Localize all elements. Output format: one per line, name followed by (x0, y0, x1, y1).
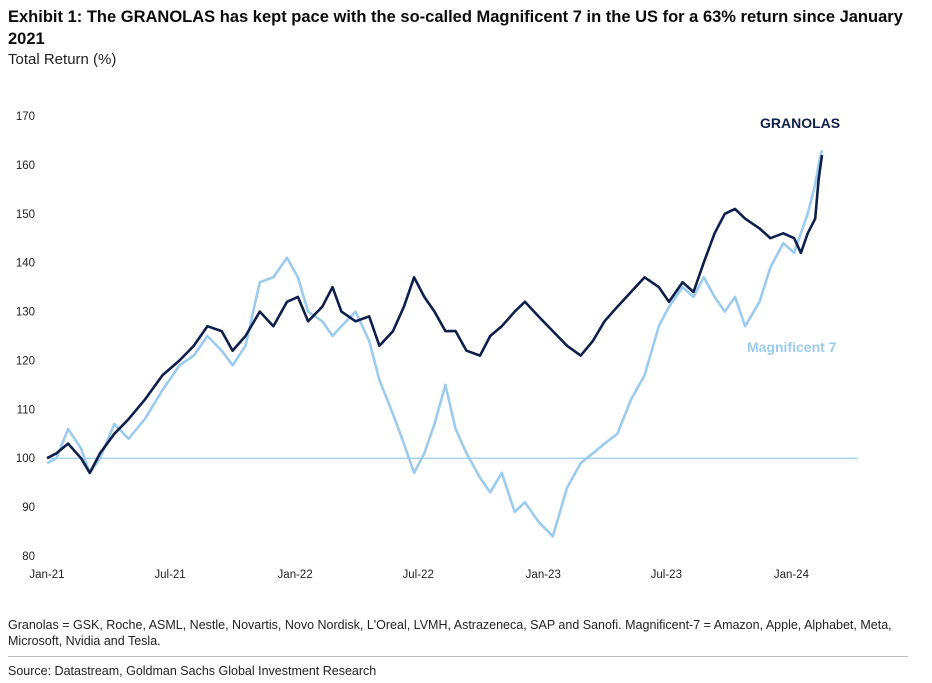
x-tick-label: Jan-24 (774, 569, 810, 581)
y-tick-label: 110 (17, 404, 35, 416)
x-tick-label: Jul-21 (154, 569, 185, 581)
magnificent-7-line (46, 149, 824, 538)
total-return-line-chart: 80 90 100 110 120 130 140 150 160 170 Jan-21 Jul-2… (16, 111, 858, 581)
y-tick-label: 140 (16, 258, 35, 270)
granolas-line (46, 154, 824, 475)
x-tick-label: Jan-22 (278, 569, 313, 581)
x-tick-label: Jul-22 (403, 569, 434, 581)
x-axis: Jan-21 Jul-21 Jan-22 Jul-22 Jan-23 Jul-23 Jan-… (29, 569, 809, 581)
series-lines (46, 149, 824, 538)
magnificent-7-label: Magnificent 7 (747, 339, 837, 355)
chart-title: Exhibit 1: The GRANOLAS has kept pace wi… (8, 8, 903, 48)
y-tick-label: 160 (16, 160, 35, 172)
footer-divider (8, 656, 908, 657)
y-tick-label: 150 (16, 209, 35, 221)
y-tick-label: 130 (16, 307, 35, 319)
y-tick-label: 170 (16, 111, 35, 123)
x-tick-label: Jan-21 (29, 569, 64, 581)
chart-footnote: Granolas = GSK, Roche, ASML, Nestle, Nov… (8, 618, 892, 648)
y-tick-label: 90 (22, 502, 35, 514)
x-tick-label: Jan-23 (526, 569, 561, 581)
y-axis: 80 90 100 110 120 130 140 150 160 170 (16, 111, 35, 563)
y-tick-label: 120 (16, 355, 35, 367)
y-tick-label: 80 (22, 551, 35, 563)
chart-subtitle: Total Return (%) (8, 51, 117, 68)
granolas-label: GRANOLAS (760, 115, 840, 131)
x-tick-label: Jul-23 (651, 569, 682, 581)
y-tick-label: 100 (16, 453, 35, 465)
series-labels: GRANOLAS Magnificent 7 (747, 115, 840, 355)
chart-source: Source: Datastream, Goldman Sachs Global… (8, 664, 377, 678)
